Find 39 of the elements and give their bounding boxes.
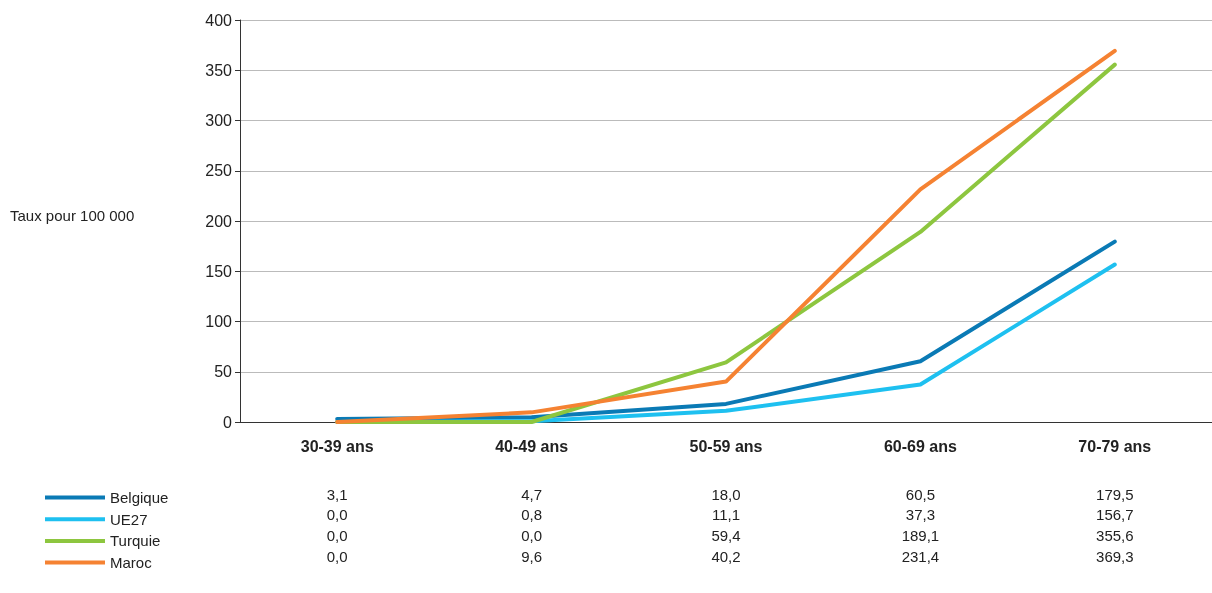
x-tick-label: 40-49 ans bbox=[495, 437, 569, 455]
legend-label: UE27 bbox=[110, 510, 148, 528]
data-label: 0,0 bbox=[326, 506, 348, 524]
data-label: 18,0 bbox=[711, 485, 741, 503]
data-label: 11,1 bbox=[711, 506, 741, 524]
data-label: 189,1 bbox=[901, 526, 940, 544]
x-tick-label: 70-79 ans bbox=[1078, 437, 1152, 455]
y-axis-title: Taux pour 100 000 bbox=[10, 207, 135, 224]
y-tick-label: 350 bbox=[205, 61, 233, 79]
data-label: 0,0 bbox=[326, 526, 348, 544]
data-label: 355,6 bbox=[1096, 526, 1134, 544]
data-label: 156,7 bbox=[1096, 506, 1134, 524]
y-tick-label: 250 bbox=[205, 162, 233, 180]
data-label: 0,0 bbox=[521, 526, 543, 544]
data-label: 37,3 bbox=[905, 506, 935, 524]
data-label: 3,1 bbox=[326, 485, 348, 503]
x-tick-label: 60-69 ans bbox=[883, 437, 957, 455]
y-tick-label: 50 bbox=[214, 363, 233, 381]
y-tick-label: 0 bbox=[223, 413, 233, 431]
data-label: 0,8 bbox=[521, 506, 543, 524]
y-tick-label: 400 bbox=[205, 11, 233, 29]
legend-label: Turquie bbox=[110, 532, 161, 550]
data-label: 4,7 bbox=[521, 485, 543, 503]
data-label: 59,4 bbox=[711, 526, 741, 544]
data-label: 9,6 bbox=[521, 547, 543, 565]
data-label: 60,5 bbox=[905, 485, 935, 503]
y-tick-label: 100 bbox=[205, 313, 233, 330]
data-label: 40,2 bbox=[711, 547, 741, 565]
data-label: 0,0 bbox=[326, 547, 348, 565]
x-tick-label: 30-39 ans bbox=[300, 437, 374, 455]
legend-label: Belgique bbox=[110, 489, 169, 506]
x-tick-label: 50-59 ans bbox=[689, 437, 763, 455]
y-tick-label: 300 bbox=[205, 112, 233, 129]
legend-label: Maroc bbox=[110, 554, 153, 572]
data-label: 179,5 bbox=[1096, 485, 1134, 503]
y-tick-label: 150 bbox=[205, 262, 233, 280]
data-label: 231,4 bbox=[901, 547, 940, 565]
y-tick-label: 200 bbox=[205, 212, 233, 230]
data-label: 369,3 bbox=[1096, 547, 1134, 565]
